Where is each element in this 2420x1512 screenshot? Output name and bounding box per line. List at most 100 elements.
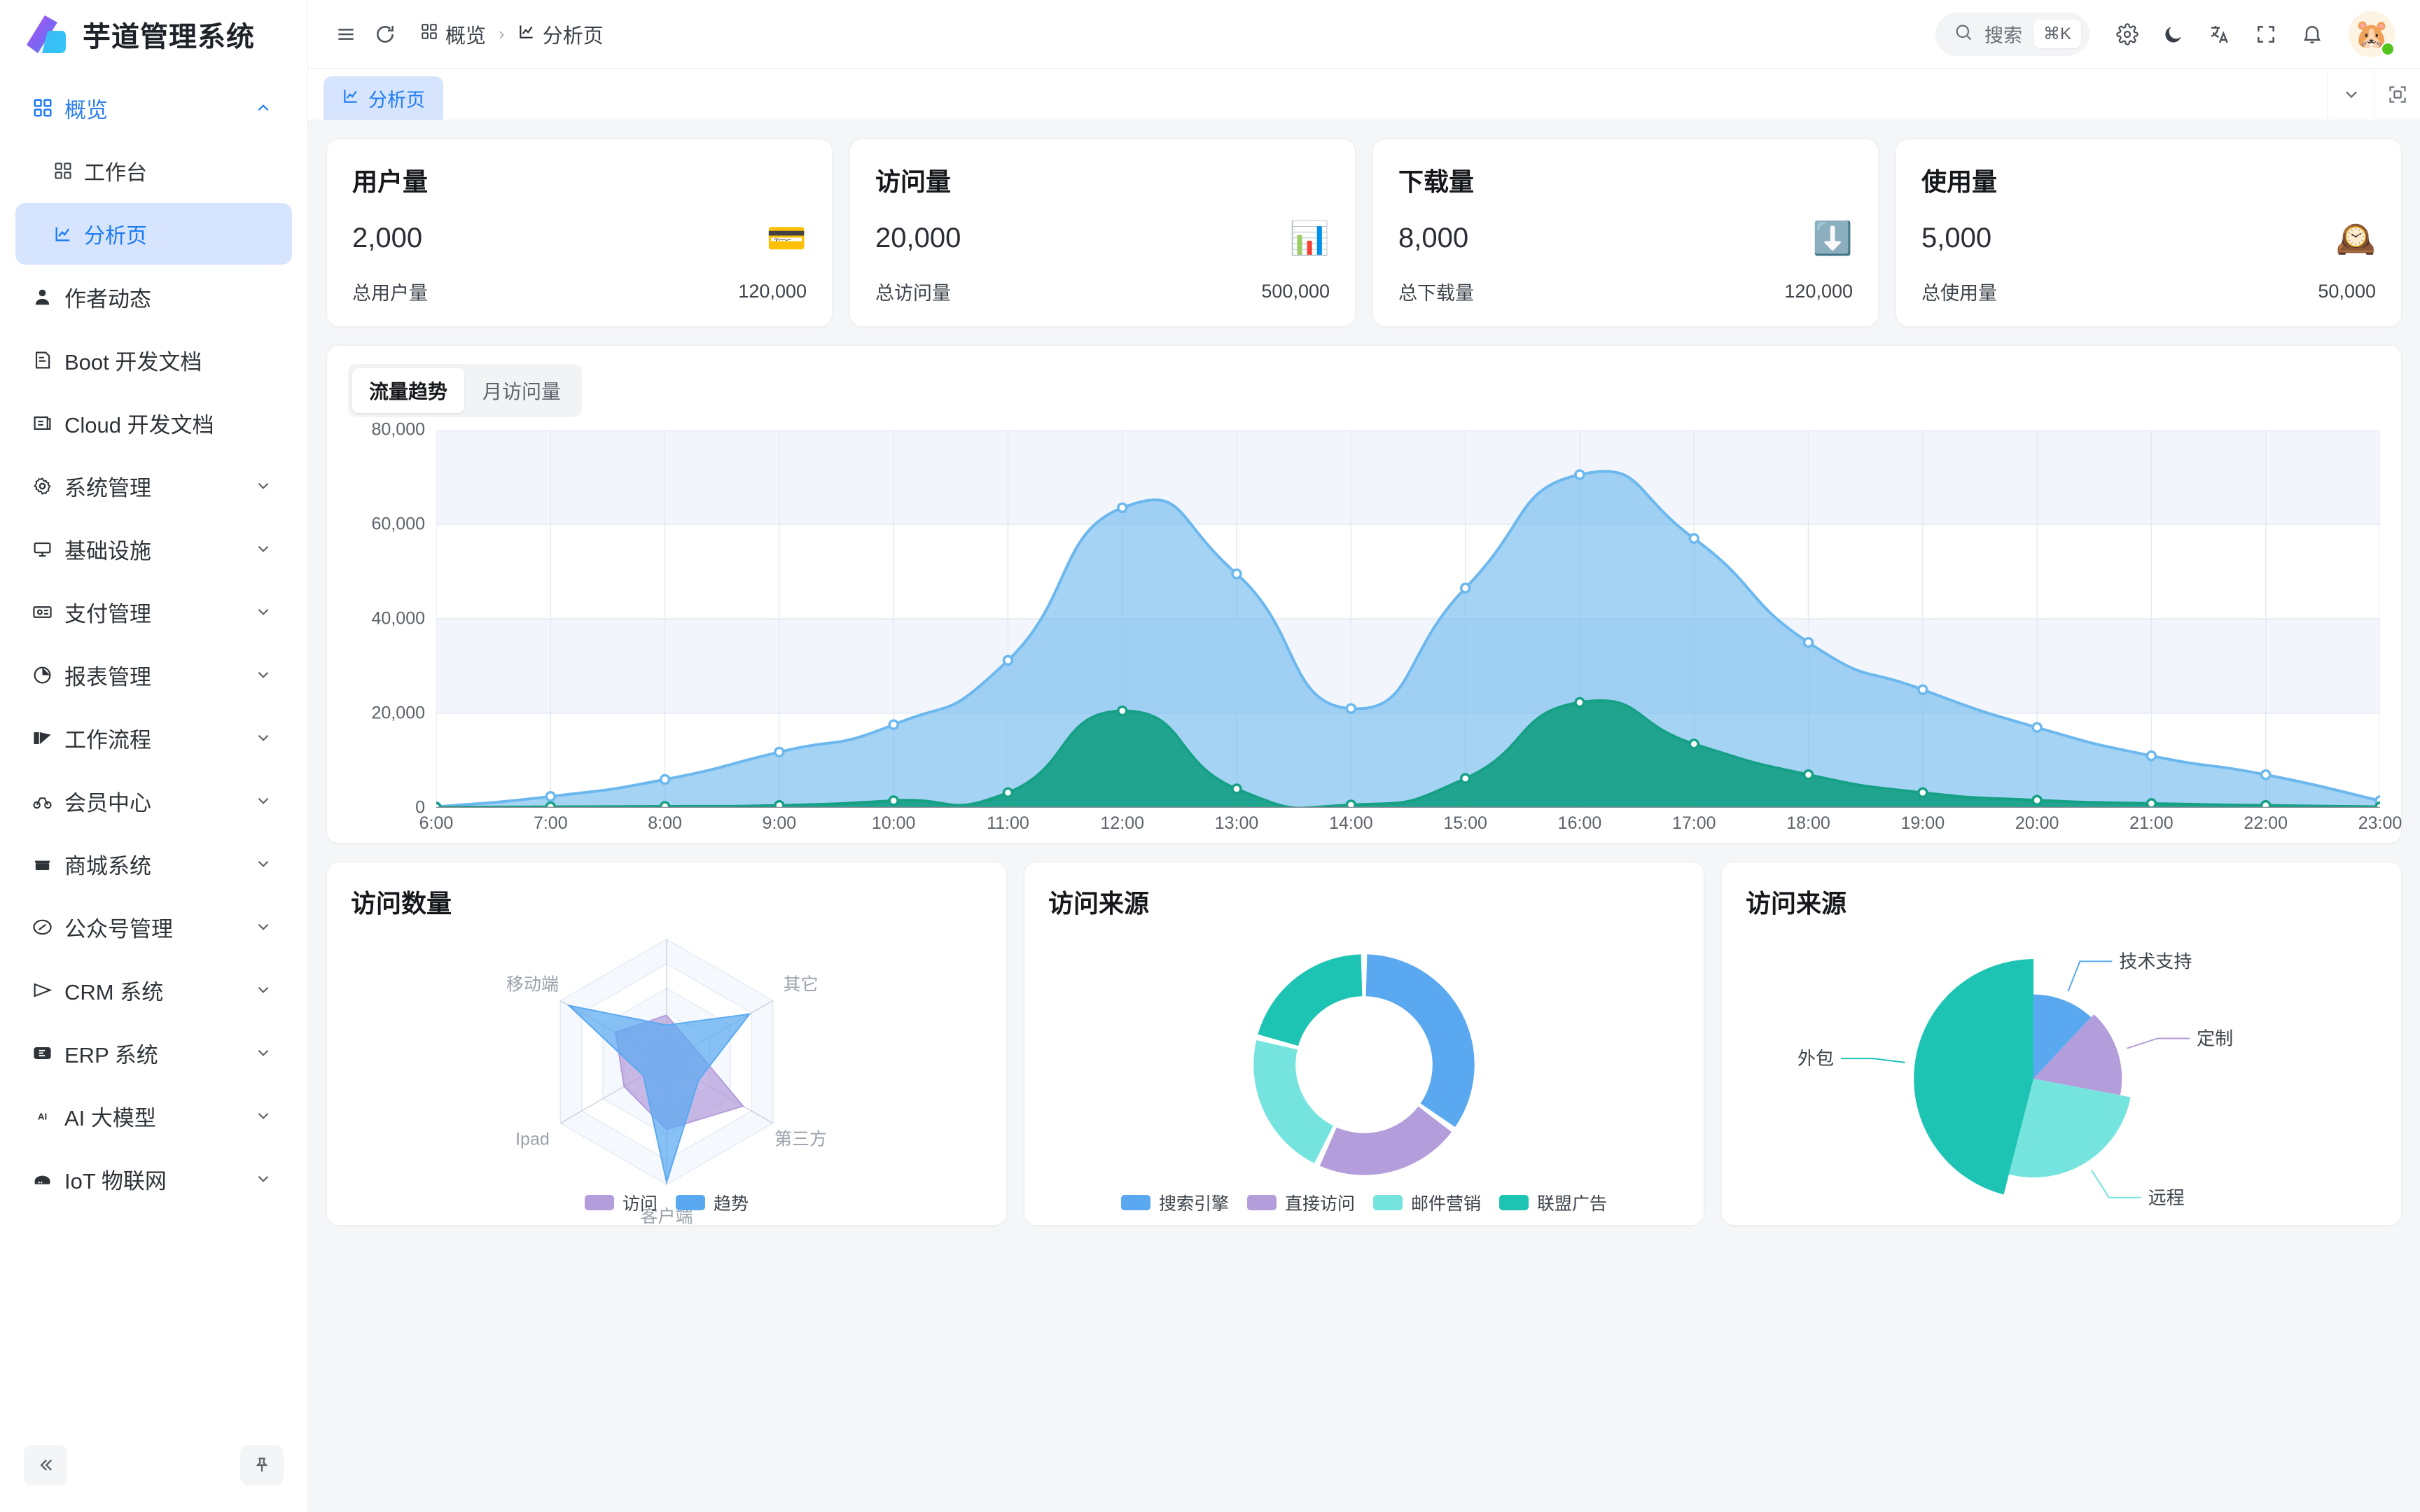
chevron-down-icon[interactable] — [251, 1044, 275, 1062]
sidebar-footer — [0, 1435, 307, 1512]
chevron-down-icon[interactable] — [251, 540, 275, 558]
screen-expand-icon[interactable] — [2374, 69, 2420, 120]
stat-foot-label: 总使用量 — [1921, 283, 1997, 304]
search-shortcut: ⌘K — [2033, 20, 2081, 48]
sidebar-item-workbench[interactable]: 工作台 — [15, 140, 292, 202]
chevron-down-icon[interactable] — [251, 792, 275, 810]
stat-main: 20,000 📊 — [875, 222, 1330, 254]
sidebar-item-mall-system[interactable]: 商城系统 — [15, 833, 292, 895]
pie-slice[interactable] — [2033, 994, 2092, 1079]
analytics-icon — [517, 22, 536, 46]
card-title: 访问来源 — [1048, 889, 1150, 918]
search-input[interactable]: 搜索 ⌘K — [1935, 12, 2089, 56]
chevron-down-icon[interactable] — [251, 666, 275, 684]
sidebar-item-report-management[interactable]: 报表管理 — [15, 644, 292, 706]
translate-icon[interactable] — [2200, 15, 2239, 54]
chevron-down-icon[interactable] — [251, 477, 275, 495]
sidebar-item-cloud-docs[interactable]: Cloud 开发文档 — [15, 392, 292, 454]
tab-analysis[interactable]: 分析页 — [324, 76, 443, 120]
chevron-down-icon[interactable] — [251, 729, 275, 747]
brand-title: 芋道管理系统 — [83, 22, 255, 52]
sidebar-item-label: CRM 系统 — [64, 979, 164, 1004]
breadcrumb-item-analysis[interactable]: 分析页 — [517, 20, 604, 49]
pie-chart-icon — [32, 665, 64, 685]
legend-item[interactable]: 趋势 — [676, 1190, 749, 1215]
sidebar-item-payment-management[interactable]: 支付管理 — [15, 581, 292, 643]
chevron-down-icon[interactable] — [2328, 69, 2374, 120]
trend-tab-traffic[interactable]: 流量趋势 — [352, 368, 465, 413]
donut-slice[interactable] — [1253, 1040, 1333, 1163]
sidebar-item-label: 系统管理 — [64, 475, 151, 500]
pie-slice[interactable] — [2033, 1014, 2122, 1096]
x-axis-tick: 12:00 — [1100, 813, 1145, 833]
pie-slice[interactable] — [1914, 959, 2033, 1195]
refresh-icon[interactable] — [366, 15, 405, 54]
sidebar-item-label: IoT 物联网 — [64, 1168, 167, 1194]
fullscreen-icon[interactable] — [2246, 15, 2286, 54]
dark-mode-icon[interactable] — [2154, 15, 2193, 54]
collapse-left-icon[interactable] — [24, 1445, 67, 1485]
donut-slice[interactable] — [1258, 954, 1363, 1046]
donut-slice[interactable] — [1319, 1106, 1452, 1175]
chevron-down-icon[interactable] — [251, 603, 275, 621]
legend-item[interactable]: 邮件营销 — [1373, 1190, 1481, 1215]
donut-legend: 搜索引擎 直接访问 邮件营销 联盟广告 — [1024, 1190, 1704, 1215]
sidebar-item-iot[interactable]: IoT 物联网 — [15, 1148, 292, 1210]
legend-item[interactable]: 联盟广告 — [1499, 1190, 1607, 1215]
radar-axis-label: 其它 — [784, 974, 819, 994]
sidebar-item-label: 概览 — [64, 97, 108, 122]
sidebar-item-erp-system[interactable]: ERP 系统 — [15, 1022, 292, 1084]
sidebar-item-infrastructure[interactable]: 基础设施 — [15, 518, 292, 580]
status-badge — [2381, 41, 2395, 56]
legend-item[interactable]: 搜索引擎 — [1120, 1190, 1229, 1215]
chevron-down-icon[interactable] — [251, 1170, 275, 1188]
chevron-down-icon[interactable] — [251, 981, 275, 999]
trend-tab-monthly[interactable]: 月访问量 — [482, 381, 562, 402]
sidebar-item-label: 公众号管理 — [64, 916, 173, 941]
stat-title: 使用量 — [1921, 167, 1998, 196]
sidebar-item-label: 会员中心 — [64, 790, 151, 816]
sidebar-item-official-account[interactable]: 公众号管理 — [15, 896, 292, 958]
gear-icon — [32, 476, 64, 496]
x-axis-tick: 11:00 — [987, 813, 1029, 833]
chevron-down-icon[interactable] — [251, 918, 275, 936]
legend-item[interactable]: 直接访问 — [1246, 1190, 1355, 1215]
bell-icon[interactable] — [2293, 15, 2332, 54]
sidebar-item-overview[interactable]: 概览 — [15, 77, 292, 139]
legend-item[interactable]: 访问 — [584, 1190, 658, 1215]
x-axis-tick: 9:00 — [762, 813, 797, 833]
chevron-down-icon[interactable] — [251, 1107, 275, 1125]
stat-value: 20,000 — [875, 222, 961, 253]
sidebar-nav: 概览 工作台 分析页 — [0, 69, 307, 1435]
sidebar-item-ai-model[interactable]: AI AI 大模型 — [15, 1085, 292, 1147]
pie-slice-label: 外包 — [1797, 1048, 1834, 1069]
sidebar-item-crm-system[interactable]: CRM 系统 — [15, 959, 292, 1021]
stat-title: 用户量 — [352, 167, 429, 196]
stat-card-users: 用户量 2,000 💳 总用户量 120,000 — [326, 139, 833, 327]
breadcrumb-label: 分析页 — [542, 24, 604, 48]
chevron-up-icon[interactable] — [251, 99, 275, 117]
sidebar-item-workflow[interactable]: 工作流程 — [15, 707, 292, 769]
breadcrumb-item-overview[interactable]: 概览 — [420, 20, 486, 49]
pin-icon[interactable] — [240, 1445, 284, 1485]
pie-chart-icon: 📊 — [1289, 220, 1330, 256]
brand[interactable]: 芋道管理系统 — [0, 0, 307, 69]
legend-swatch — [676, 1195, 705, 1210]
x-axis-tick: 21:00 — [2129, 813, 2174, 833]
sidebar-item-label: 商城系统 — [64, 853, 151, 878]
chevron-down-icon[interactable] — [251, 855, 275, 873]
sidebar-item-analysis[interactable]: 分析页 — [15, 203, 292, 265]
sidebar-item-member-center[interactable]: 会员中心 — [15, 770, 292, 832]
pie-slice[interactable] — [2008, 1079, 2131, 1178]
sidebar-item-author-news[interactable]: 作者动态 — [15, 266, 292, 328]
settings-icon[interactable] — [2108, 15, 2147, 54]
legend-label: 搜索引擎 — [1158, 1194, 1229, 1214]
sidebar-item-boot-docs[interactable]: Boot 开发文档 — [15, 329, 292, 391]
avatar[interactable]: 🐹 — [2349, 10, 2395, 57]
legend-label: 访问 — [622, 1194, 658, 1214]
x-axis-tick: 13:00 — [1214, 813, 1259, 833]
sidebar-item-system-management[interactable]: 系统管理 — [15, 455, 292, 517]
hamburger-icon[interactable] — [326, 15, 366, 54]
donut-slice[interactable] — [1365, 954, 1475, 1128]
